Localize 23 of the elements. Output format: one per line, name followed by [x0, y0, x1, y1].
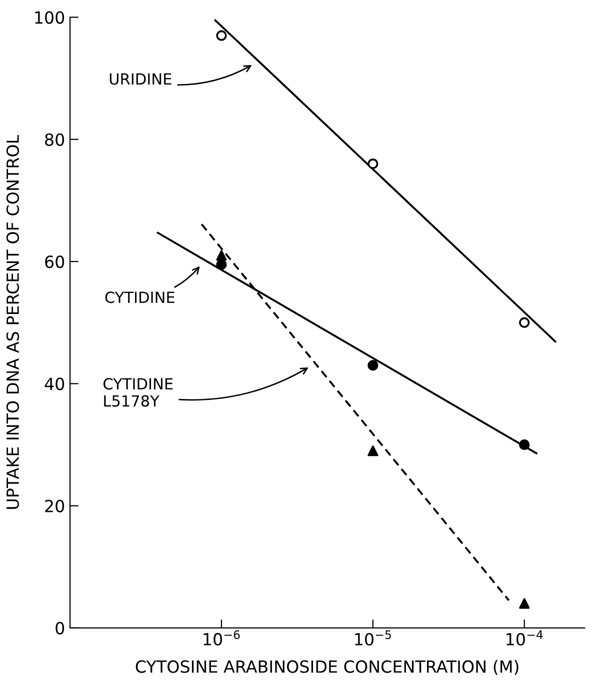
y-tick-label: 20 — [45, 500, 64, 512]
point — [368, 360, 378, 371]
point — [216, 250, 227, 261]
x-axis-title: CYTOSINE ARABINOSIDE CONCENTRATION (M) — [136, 660, 518, 675]
point — [519, 439, 530, 450]
point — [519, 598, 530, 609]
y-tick-label: 60 — [45, 255, 64, 268]
x-tick-label: 10$^{−4}$ — [506, 630, 543, 646]
y-tick-label: 40 — [44, 378, 64, 390]
y-axis-title: UPTAKE INTO DNA AS PERCENT OF CONTROL — [6, 134, 20, 509]
point — [216, 30, 227, 41]
annotation: CYTIDINE L5178Y — [104, 378, 173, 407]
point — [368, 446, 378, 456]
x-tick-label: 10$^{−5}$ — [355, 630, 391, 646]
point — [368, 158, 378, 170]
annotation: CYTIDINE — [105, 292, 174, 304]
point — [519, 317, 530, 328]
y-tick-label: 100 — [35, 11, 64, 24]
x-tick-label: 10$^{−6}$ — [204, 630, 240, 646]
point — [216, 259, 227, 270]
annotation: URIDINE — [110, 73, 172, 85]
y-tick-label: 80 — [45, 133, 64, 146]
y-tick-label: 0 — [56, 622, 64, 634]
